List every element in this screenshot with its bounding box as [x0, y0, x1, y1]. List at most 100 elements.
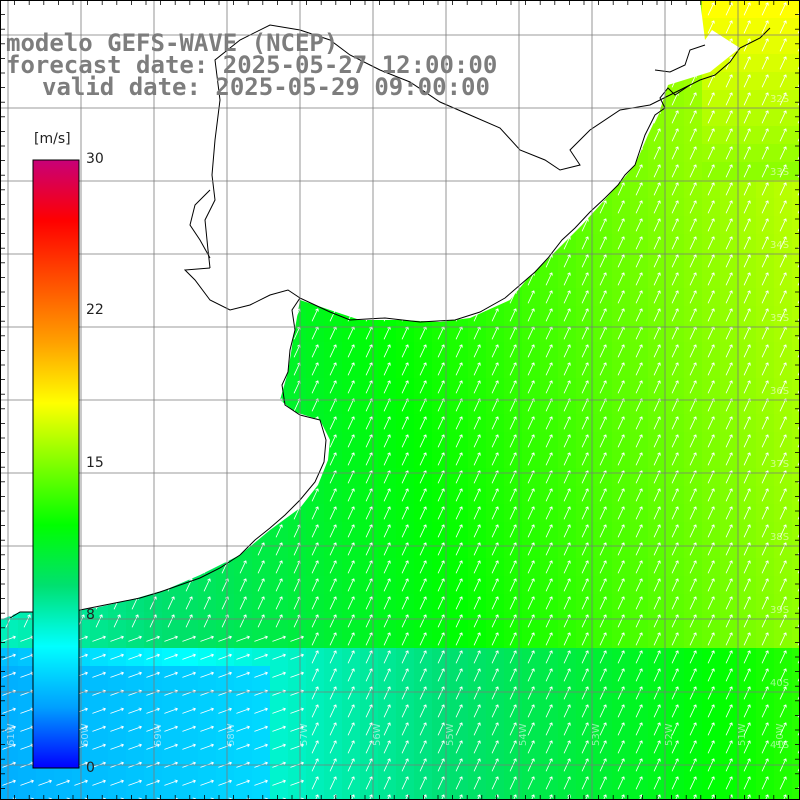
wind-arrow — [671, 182, 679, 196]
field-cell — [792, 54, 800, 73]
field-cell — [792, 558, 800, 577]
wind-arrow — [599, 434, 607, 448]
wind-arrow — [563, 380, 571, 394]
wind-arrow — [653, 182, 661, 196]
lon-label-60w: 60W — [80, 723, 91, 746]
wind-arrow — [617, 344, 625, 358]
wind-arrow — [707, 272, 715, 286]
wind-arrow — [401, 506, 409, 520]
lat-label-37s: 37S — [770, 459, 790, 470]
wind-arrow — [743, 434, 751, 448]
wind-arrow — [707, 164, 715, 178]
field-cell — [540, 792, 559, 800]
wind-arrow — [635, 218, 643, 232]
wind-arrow — [653, 362, 661, 376]
wind-arrow — [779, 254, 787, 268]
wind-arrow — [725, 182, 733, 196]
wind-arrow — [689, 362, 697, 376]
field-cell — [684, 792, 703, 800]
wind-arrow — [311, 344, 319, 358]
wind-arrow — [383, 452, 391, 466]
wind-arrow — [653, 290, 661, 304]
field-cell — [792, 378, 800, 397]
lon-label-50w: 50W — [775, 723, 786, 746]
wind-arrow — [725, 362, 733, 376]
field-cell — [792, 162, 800, 181]
wind-arrow — [437, 380, 445, 394]
field-cell — [324, 792, 343, 800]
wind-arrow — [707, 236, 715, 250]
wind-arrow — [779, 488, 787, 502]
wind-arrow — [563, 416, 571, 430]
wind-arrow — [599, 380, 607, 394]
wind-arrow — [761, 110, 769, 124]
field-cell — [792, 216, 800, 235]
lon-label-53w: 53W — [591, 723, 602, 746]
field-cell — [792, 342, 800, 361]
wind-arrow — [635, 452, 643, 466]
wind-arrow — [329, 488, 337, 502]
wind-arrow — [617, 290, 625, 304]
wind-arrow — [617, 254, 625, 268]
wind-arrow — [779, 308, 787, 322]
wind-arrow — [725, 164, 733, 178]
wind-arrow — [653, 128, 661, 142]
field-cell — [792, 630, 800, 649]
wind-arrow — [473, 416, 481, 430]
field-cell — [216, 792, 235, 800]
field-cell — [342, 792, 361, 800]
wind-arrow — [437, 488, 445, 502]
field-cell — [360, 792, 379, 800]
wind-arrow — [671, 272, 679, 286]
wind-arrow — [725, 146, 733, 160]
wind-arrow — [635, 164, 643, 178]
wind-arrow — [761, 416, 769, 430]
wind-arrow — [581, 344, 589, 358]
wind-arrow — [401, 434, 409, 448]
wind-arrow — [761, 146, 769, 160]
wind-arrow — [653, 308, 661, 322]
field-cell — [522, 792, 541, 800]
wind-arrow — [743, 362, 751, 376]
wind-arrow — [761, 380, 769, 394]
wind-arrow — [617, 380, 625, 394]
wind-arrow — [599, 308, 607, 322]
wind-arrow — [365, 506, 373, 520]
wind-arrow — [671, 308, 679, 322]
wind-arrow — [455, 344, 463, 358]
wind-arrow — [347, 362, 355, 376]
wind-arrow — [581, 236, 589, 250]
wind-arrow — [725, 434, 733, 448]
wind-arrow — [689, 380, 697, 394]
wind-arrow — [635, 254, 643, 268]
wind-arrow — [599, 488, 607, 502]
wind-arrow — [509, 506, 517, 520]
wind-arrow — [401, 416, 409, 430]
wind-arrow — [473, 434, 481, 448]
wind-arrow — [689, 218, 697, 232]
wind-arrow — [473, 362, 481, 376]
wind-arrow — [761, 164, 769, 178]
colorbar-tick-15: 15 — [86, 455, 104, 471]
field-cell — [792, 666, 800, 685]
wind-arrow — [671, 146, 679, 160]
wind-arrow — [365, 380, 373, 394]
field-cell — [108, 792, 127, 800]
wind-arrow — [689, 452, 697, 466]
wind-arrow — [419, 362, 427, 376]
wind-arrow — [689, 272, 697, 286]
wind-arrow — [437, 362, 445, 376]
wind-arrow — [545, 380, 553, 394]
wind-arrow — [347, 344, 355, 358]
wind-arrow — [545, 290, 553, 304]
wind-arrow — [329, 380, 337, 394]
wind-arrow — [743, 218, 751, 232]
wind-arrow — [635, 200, 643, 214]
wind-arrow — [707, 308, 715, 322]
wind-arrow — [473, 452, 481, 466]
wind-arrow — [689, 200, 697, 214]
wind-arrow — [383, 434, 391, 448]
field-cell — [252, 792, 271, 800]
wind-arrow — [383, 380, 391, 394]
